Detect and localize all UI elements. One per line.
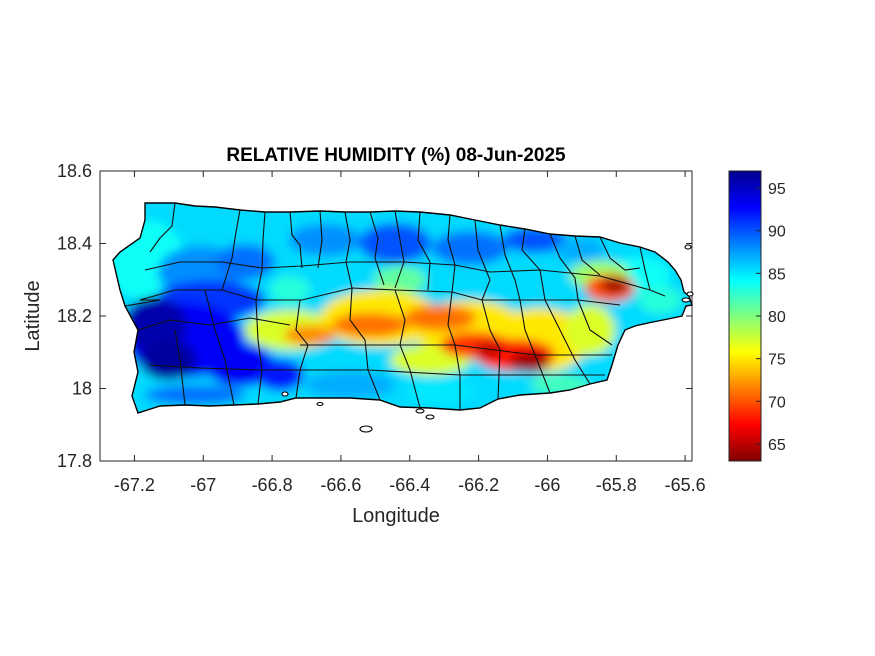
municipal-boundary-30: [174, 329, 186, 406]
x-axis-ticks: -67.2 -67 -66.8 -66.6 -66.4 -66.2 -66 -65.8 -65.…: [114, 171, 706, 495]
municipal-boundaries: [124, 202, 666, 410]
municipal-boundary-31: [300, 344, 612, 356]
islet-1: [425, 414, 435, 420]
x-tick-label-6: -66: [534, 475, 560, 495]
municipal-boundary-7: [394, 210, 405, 289]
municipal-boundary-3: [289, 211, 303, 269]
humidity-blob-9: [145, 385, 245, 405]
islet-7: [415, 408, 425, 414]
colorbar-tick-label-1: 70: [768, 394, 786, 411]
x-tick-label-1: -67: [190, 475, 216, 495]
municipal-boundary-27: [577, 299, 613, 346]
municipal-boundary-32: [149, 364, 605, 376]
colorbar-tick-label-0: 65: [768, 437, 786, 454]
y-axis-label: Latitude: [22, 280, 44, 351]
humidity-blob-37: [601, 277, 629, 293]
colorbar-tick-label-3: 80: [768, 309, 786, 326]
municipal-boundary-4: [317, 210, 323, 269]
x-tick-label-5: -66.2: [458, 475, 499, 495]
x-tick-label-4: -66.4: [389, 475, 430, 495]
y-tick-label-2: 18.2: [57, 306, 92, 326]
municipal-boundary-15: [599, 236, 641, 271]
municipal-boundary-18: [137, 317, 291, 331]
y-axis-ticks: 17.8 18 18.2 18.4 18.6: [57, 161, 692, 471]
municipal-boundary-16: [639, 246, 666, 297]
islet-3: [681, 297, 691, 303]
humidity-blob-31: [404, 305, 476, 331]
islet-2: [684, 244, 692, 250]
colorbar-tick-label-6: 95: [768, 181, 786, 198]
chart-title: RELATIVE HUMIDITY (%) 08-Jun-2025: [226, 145, 566, 166]
municipal-boundary-14: [574, 235, 601, 276]
island-coastline: [112, 202, 693, 414]
municipal-boundary-28: [204, 289, 235, 406]
municipal-boundary-1: [221, 209, 241, 291]
municipal-boundary-11: [499, 224, 521, 301]
humidity-blob-29: [284, 325, 336, 345]
humidity-blob-30: [332, 313, 408, 337]
municipal-boundary-33: [124, 299, 161, 307]
humidity-blob-6: [140, 340, 196, 380]
x-tick-label-7: -65.8: [596, 475, 637, 495]
municipal-boundary-25: [519, 299, 551, 394]
y-tick-label-3: 18.4: [57, 234, 92, 254]
y-tick-label-4: 18.6: [57, 161, 92, 181]
humidity-blob-20: [305, 371, 395, 399]
humidity-blob-16: [374, 266, 426, 294]
x-tick-label-8: -65.6: [665, 475, 706, 495]
municipal-boundary-21: [349, 287, 381, 401]
humidity-blob-8: [256, 359, 304, 391]
humidity-blob-10: [289, 224, 361, 256]
municipal-boundary-29: [255, 299, 263, 405]
municipal-boundary-9: [447, 214, 456, 293]
x-tick-label-0: -67.2: [114, 475, 155, 495]
offshore-islets: [281, 244, 694, 433]
municipal-boundary-8: [417, 211, 431, 291]
colorbar-ticks: 65 70 75 80 85 90 95: [756, 181, 786, 454]
y-tick-label-0: 17.8: [57, 451, 92, 471]
municipal-boundary-13: [549, 233, 579, 301]
colorbar: [728, 170, 762, 462]
municipal-boundary-19: [139, 287, 621, 306]
humidity-blob-2: [215, 244, 275, 280]
humidity-blob-14: [555, 238, 605, 262]
municipal-boundary-10: [474, 219, 491, 301]
colorbar-tick-label-4: 85: [768, 266, 786, 283]
humidity-blob-35: [474, 343, 502, 357]
municipal-boundary-12: [521, 228, 546, 301]
humidity-blob-15: [270, 276, 310, 304]
colorbar-tick-label-5: 90: [768, 224, 786, 241]
municipal-boundary-2: [255, 211, 266, 301]
municipal-boundary-0: [149, 202, 176, 253]
municipal-boundary-5: [344, 211, 353, 289]
x-axis-label: Longitude: [352, 505, 440, 527]
islet-0: [359, 425, 373, 433]
y-tick-label-1: 18: [72, 379, 92, 399]
humidity-blob-12: [432, 231, 508, 265]
humidity-blob-18: [638, 286, 682, 314]
islet-4: [686, 291, 694, 297]
municipal-boundary-6: [369, 211, 385, 286]
humidity-blob-21: [405, 380, 475, 404]
municipal-boundary-17: [144, 261, 651, 291]
x-tick-label-2: -66.8: [252, 475, 293, 495]
x-tick-label-3: -66.6: [320, 475, 361, 495]
islet-5: [281, 391, 289, 397]
municipal-boundary-26: [544, 299, 591, 385]
colorbar-tick-label-2: 75: [768, 352, 786, 369]
islet-6: [316, 401, 324, 407]
